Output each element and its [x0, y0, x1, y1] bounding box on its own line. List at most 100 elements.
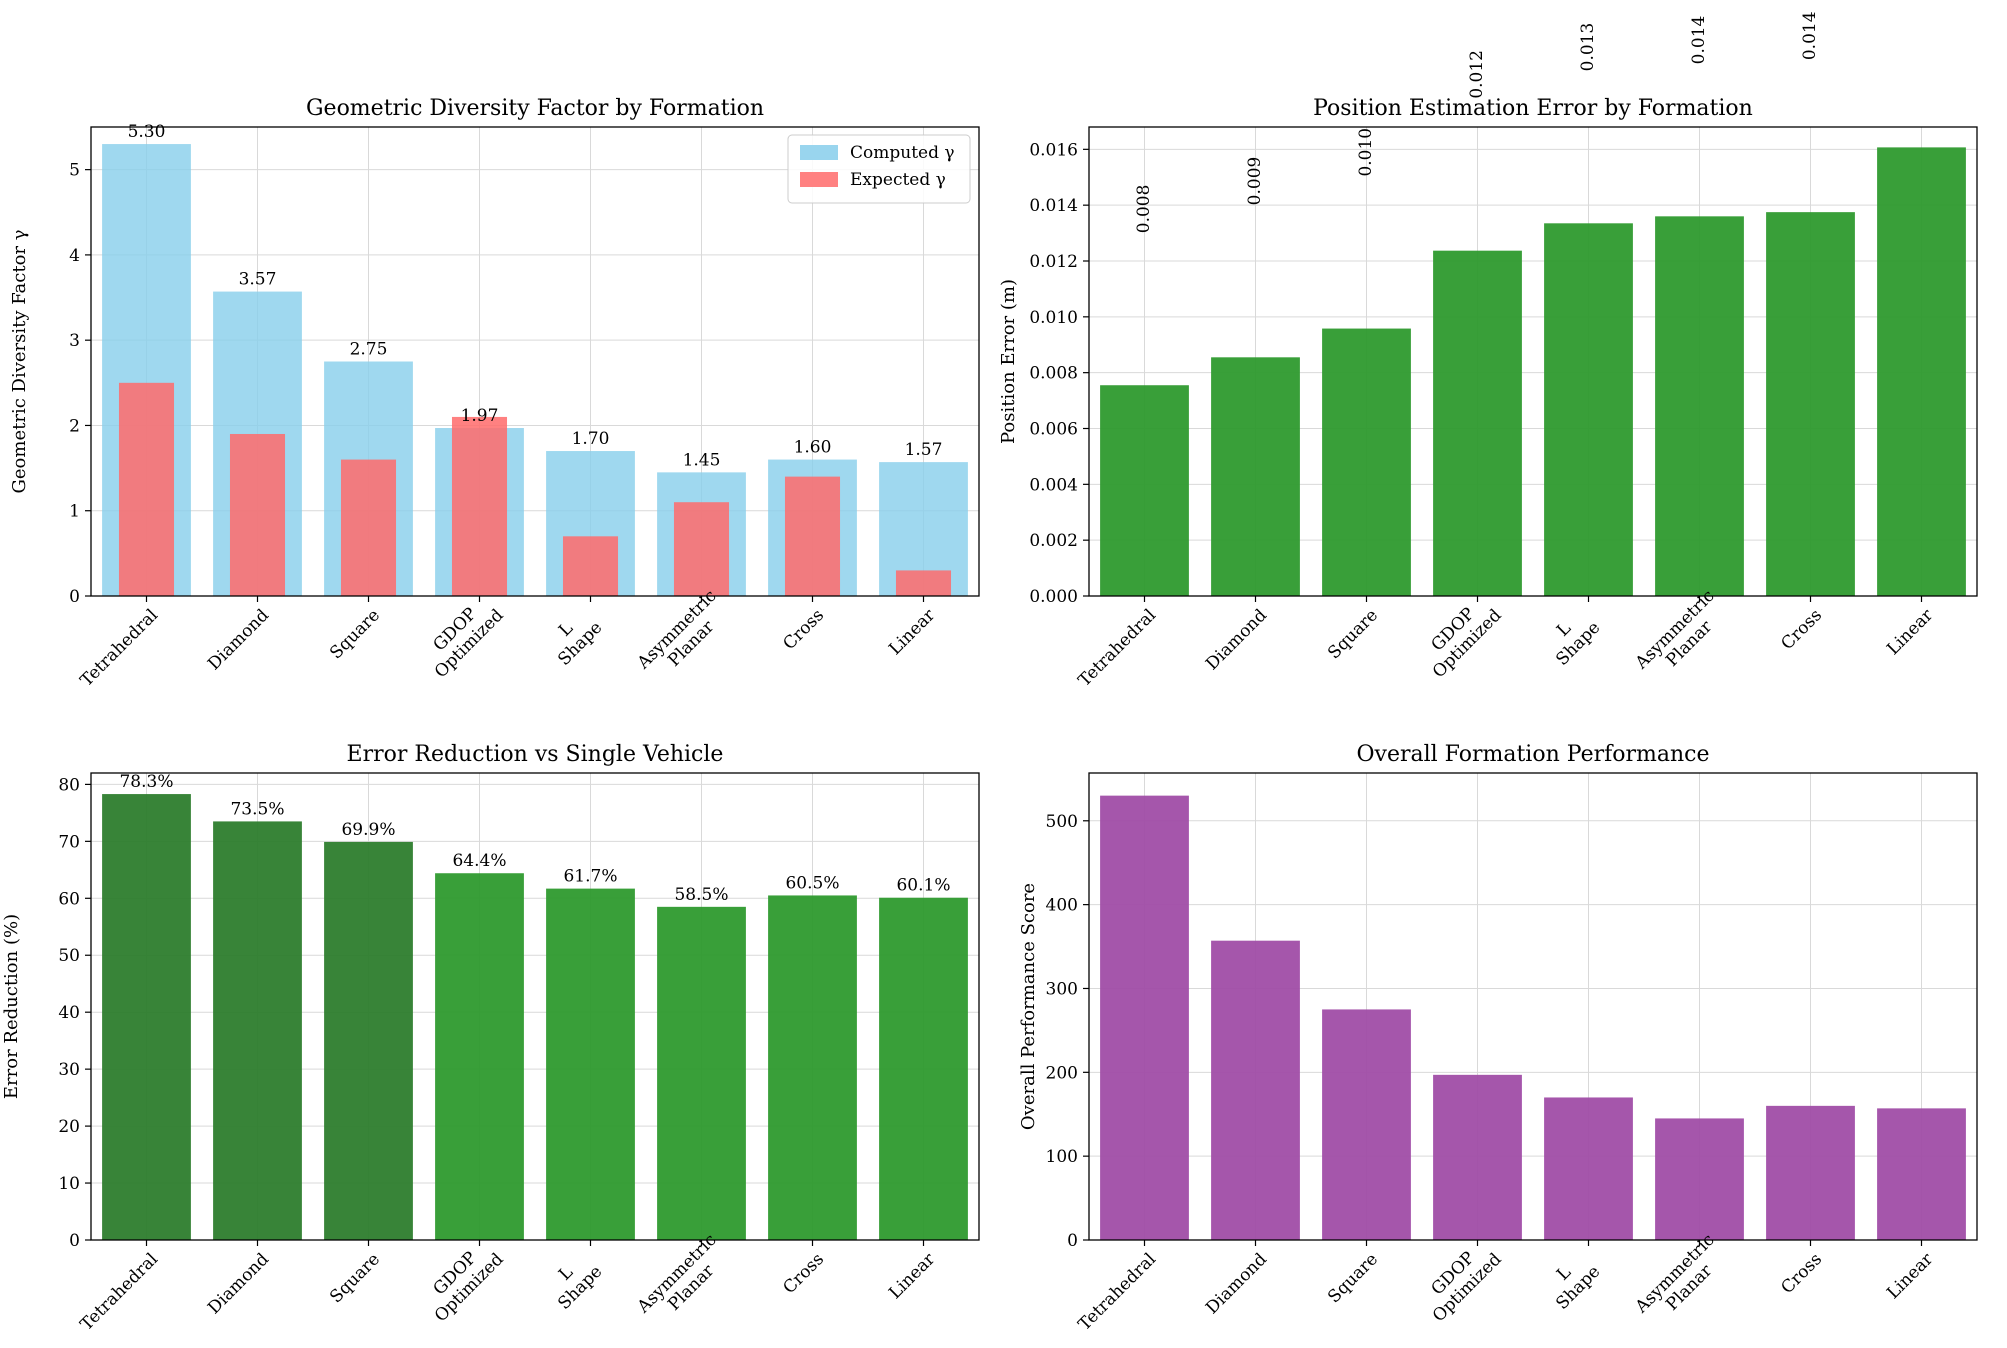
x-tick-label: LShape [1538, 1248, 1604, 1314]
x-tick-label: GDOPOptimized [1415, 591, 1506, 682]
data-label: 69.9% [341, 820, 395, 840]
x-tick-label: Square [1324, 1249, 1382, 1307]
bar-expected--3 [451, 416, 508, 596]
bar-expected--4 [562, 536, 619, 596]
bar-error-reduction-2 [324, 841, 413, 1240]
y-tick-label: 0.016 [1029, 140, 1078, 160]
y-tick-label: 500 [1046, 812, 1078, 832]
data-label: 64.4% [452, 851, 506, 871]
chart-panel-gdf: 5.30 3.57 2.75 1.97 1.70 1.45 1.60 1.57 0 1 2 3 4 5 Te… [9, 96, 980, 691]
data-label: 1.57 [905, 440, 943, 460]
data-label: 58.5% [674, 885, 728, 905]
bar-overall-performance-score-3 [1433, 1074, 1522, 1240]
bar-error-reduction-7 [879, 897, 968, 1240]
x-tick-label: Tetrahedral [1075, 605, 1160, 690]
x-tick-label: Linear [1883, 1249, 1937, 1303]
bar-error-reduction-6 [768, 895, 857, 1240]
y-axis-label: Position Error (m) [998, 279, 1019, 444]
axes-frame [1088, 772, 1978, 1241]
y-tick-label: 200 [1046, 1063, 1078, 1083]
x-tick-label: Diamond [1202, 1249, 1271, 1318]
x-tick-label-line: Diamond [204, 605, 273, 674]
bar-overall-performance-score-2 [1322, 1009, 1411, 1240]
chart-panel-pee: 0.008 0.009 0.010 0.012 0.013 0.014 0.014 0.016… [998, 11, 1978, 691]
x-tick-label-line: Cross [779, 1249, 828, 1298]
bar-error-reduction-1 [213, 821, 302, 1240]
bar-position-error-4 [1544, 223, 1633, 596]
x-tick-label: Cross [779, 1249, 828, 1298]
data-label: 0.009 [1245, 157, 1265, 206]
bar-position-error-0 [1100, 385, 1189, 596]
x-tick-label: LShape [540, 1248, 606, 1314]
bar-position-error-6 [1766, 212, 1855, 597]
y-tick-label: 0 [69, 1231, 80, 1251]
bar-overall-performance-score-4 [1544, 1097, 1633, 1240]
x-tick-label-line: Tetrahedral [77, 605, 162, 690]
data-label: 0.010 [1356, 128, 1376, 177]
x-tick-label: AsymmetricPlanar [633, 586, 735, 688]
y-tick-label: 0.004 [1029, 475, 1078, 495]
bar-expected--1 [229, 433, 286, 596]
x-tick-label: LShape [540, 604, 606, 670]
x-tick-label: Square [326, 605, 384, 663]
y-tick-label: 2 [69, 416, 80, 436]
x-tick-label: Diamond [204, 605, 273, 674]
bar-expected--7 [895, 570, 952, 596]
x-tick-label-line: Cross [1777, 1249, 1826, 1298]
data-label: 0.013 [1578, 23, 1598, 72]
legend-label: Expected γ [850, 170, 946, 190]
legend-swatch-computed- [800, 145, 838, 160]
bar-overall-performance-score-6 [1766, 1105, 1855, 1240]
y-tick-label: 0.006 [1029, 420, 1078, 440]
bar-expected--6 [784, 476, 841, 596]
x-tick-label: Square [326, 1249, 384, 1307]
bar-overall-performance-score-7 [1877, 1108, 1966, 1240]
bar-overall-performance-score-1 [1211, 940, 1300, 1240]
chart-title: Overall Formation Performance [1356, 742, 1709, 767]
x-tick-label: Tetrahedral [1075, 1249, 1160, 1334]
x-tick-label: Cross [1777, 605, 1826, 654]
bar-error-reduction-5 [657, 906, 746, 1240]
axes-frame [90, 126, 980, 597]
bar-position-error-5 [1655, 216, 1744, 597]
y-tick-label: 4 [69, 246, 80, 266]
axes-frame [1088, 126, 1978, 597]
y-axis-label: Error Reduction (%) [1, 914, 22, 1099]
x-tick-label-line: Cross [1777, 605, 1826, 654]
x-tick-label: Tetrahedral [77, 1249, 162, 1334]
data-label: 1.45 [683, 450, 721, 470]
x-tick-label: Tetrahedral [77, 605, 162, 690]
bar-error-reduction-4 [546, 888, 635, 1240]
y-tick-label: 0.000 [1029, 587, 1078, 607]
chart-title: Geometric Diversity Factor by Formation [306, 96, 764, 121]
data-label: 0.008 [1134, 185, 1154, 234]
bar-expected--2 [340, 459, 397, 596]
x-tick-label-line: Square [326, 1249, 384, 1307]
data-label: 0.014 [1689, 16, 1709, 65]
bar-error-reduction-3 [435, 873, 524, 1240]
data-label: 60.5% [785, 873, 839, 893]
data-label: 3.57 [239, 270, 277, 290]
y-tick-label: 100 [1046, 1147, 1078, 1167]
y-tick-label: 0.008 [1029, 364, 1078, 384]
data-label: 61.7% [563, 867, 617, 887]
bar-expected--5 [673, 502, 730, 596]
data-label: 2.75 [350, 340, 388, 360]
x-tick-label: Cross [779, 605, 828, 654]
y-tick-label: 50 [58, 946, 80, 966]
y-tick-label: 400 [1046, 896, 1078, 916]
x-tick-label: GDOPOptimized [1415, 1235, 1506, 1326]
x-tick-label-line: Linear [885, 605, 939, 659]
data-label: 0.014 [1800, 11, 1820, 60]
bar-position-error-1 [1211, 357, 1300, 596]
x-tick-label-line: Cross [779, 605, 828, 654]
y-tick-label: 300 [1046, 979, 1078, 999]
x-tick-label: AsymmetricPlanar [1631, 586, 1733, 688]
bar-overall-performance-score-0 [1100, 795, 1189, 1240]
data-label: 1.60 [794, 438, 832, 458]
data-label: 5.30 [128, 122, 166, 142]
x-tick-label: GDOPOptimized [417, 1235, 508, 1326]
data-label: 60.1% [896, 876, 950, 896]
x-tick-label-line: Diamond [1202, 1249, 1271, 1318]
